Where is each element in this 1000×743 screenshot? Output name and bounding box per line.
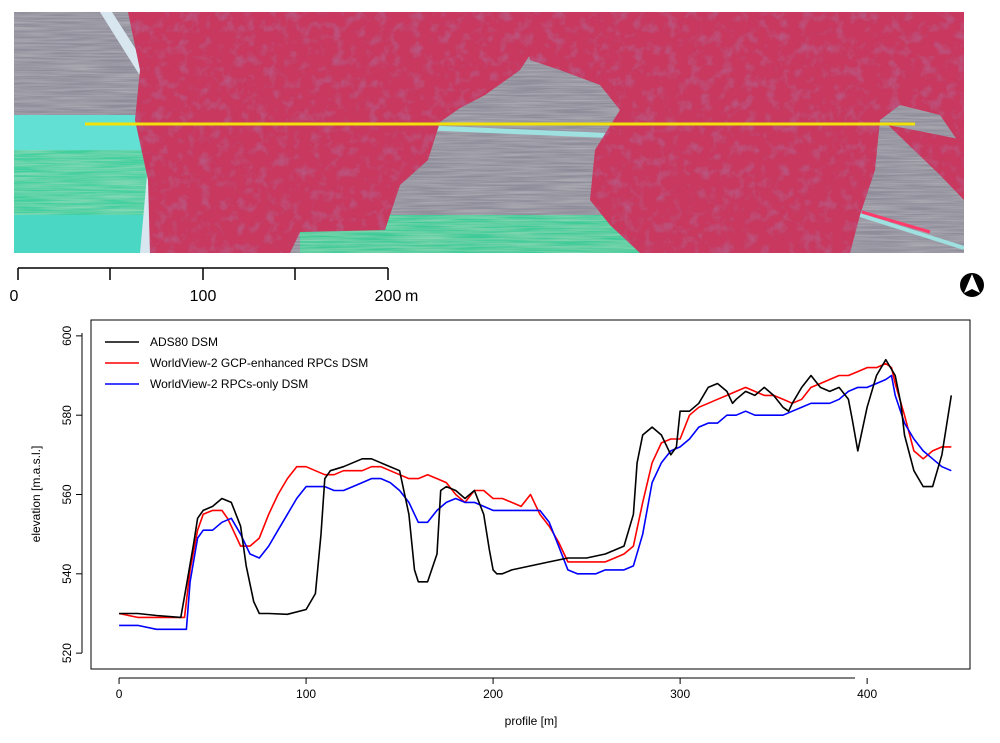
field-road-right bbox=[859, 213, 964, 250]
series-line-wv2-gcp bbox=[118, 362, 952, 619]
series-line-wv2-rpc bbox=[119, 374, 952, 631]
series-line-ads80 bbox=[119, 358, 953, 619]
north-arrow-icon bbox=[960, 273, 984, 297]
y-tick-label: 520 bbox=[60, 643, 74, 663]
scale-bar: 0 100 200 m bbox=[10, 267, 418, 305]
plot-frame bbox=[90, 319, 971, 670]
field-cyan-bottom bbox=[14, 215, 164, 253]
y-axis-label: elevation [m.a.s.l.] bbox=[29, 446, 43, 543]
y-tick-label: 560 bbox=[60, 484, 74, 504]
x-tick-label: 300 bbox=[670, 687, 690, 701]
x-tick-label: 100 bbox=[296, 687, 316, 701]
scale-label-100: 100 bbox=[190, 288, 217, 305]
field-road bbox=[429, 125, 621, 139]
legend-label-wv2-gcp: WorldView-2 GCP-enhanced RPCs DSM bbox=[150, 356, 368, 370]
x-axis: 0 100 200 300 400 bbox=[116, 677, 877, 701]
y-tick-label: 600 bbox=[60, 326, 74, 346]
forest-red-edge bbox=[861, 210, 931, 234]
legend-label-wv2-rpc: WorldView-2 RPCs-only DSM bbox=[150, 377, 308, 391]
chart: 520 540 560 580 600 0 100 200 300 400 elevation … bbox=[29, 319, 971, 728]
y-tick-label: 580 bbox=[60, 405, 74, 425]
y-axis: 520 540 560 580 600 bbox=[60, 326, 83, 663]
legend: ADS80 DSM WorldView-2 GCP-enhanced RPCs … bbox=[105, 335, 368, 391]
y-tick-label: 540 bbox=[60, 563, 74, 583]
scale-unit: m bbox=[405, 288, 418, 305]
aerial-image bbox=[14, 12, 964, 253]
x-tick-label: 200 bbox=[483, 687, 503, 701]
legend-label-ads80: ADS80 DSM bbox=[150, 335, 218, 349]
x-tick-label: 0 bbox=[116, 687, 123, 701]
scale-label-200: 200 bbox=[375, 288, 402, 305]
x-axis-label: profile [m] bbox=[505, 714, 558, 728]
x-tick-label: 400 bbox=[857, 687, 877, 701]
series-group bbox=[118, 358, 953, 631]
forest-canopy bbox=[128, 12, 964, 253]
scale-label-0: 0 bbox=[10, 288, 19, 305]
